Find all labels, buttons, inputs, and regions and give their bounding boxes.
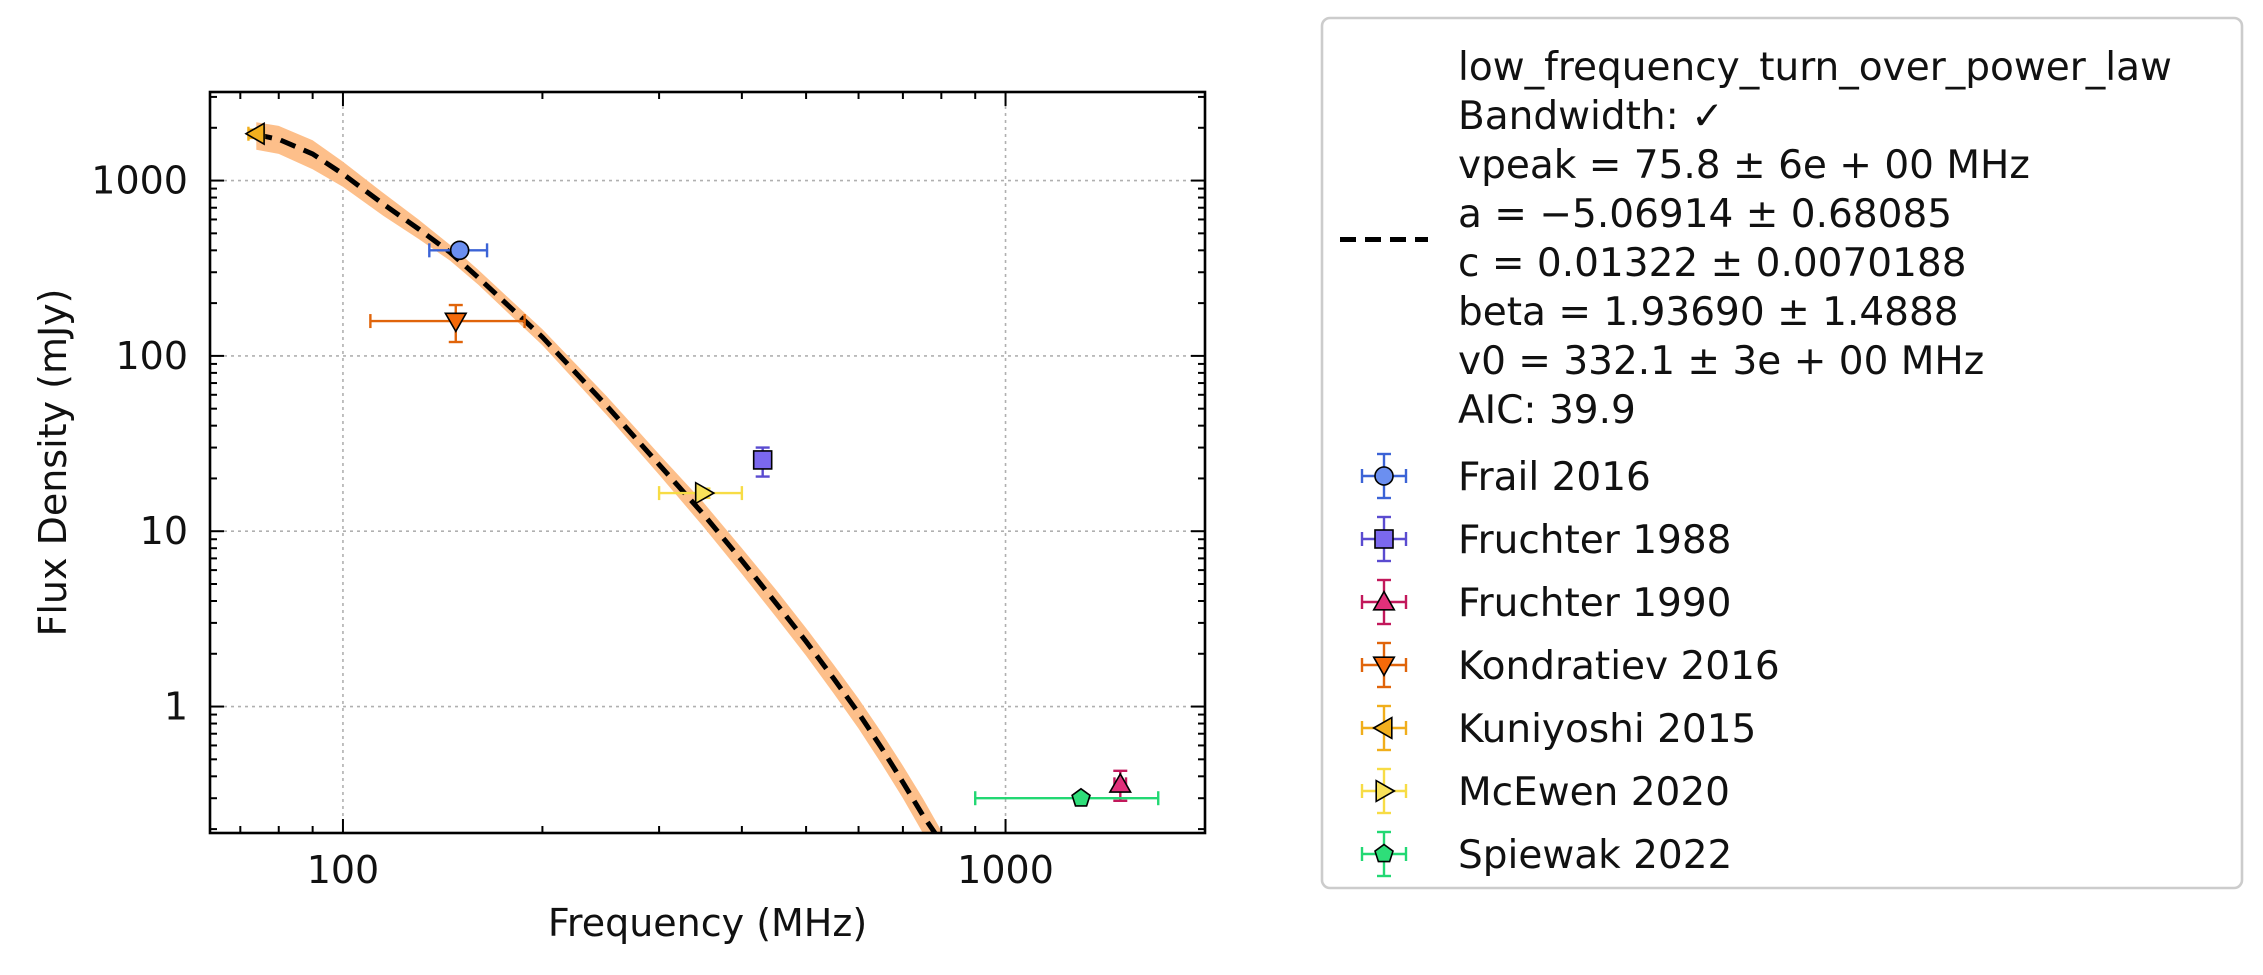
fit-line xyxy=(255,132,938,833)
point-fruchter-1990 xyxy=(1108,772,1132,793)
point-kuniyoshi-2015 xyxy=(244,122,265,146)
legend-label-frail-2016: Frail 2016 xyxy=(1458,455,1651,500)
point-spiewak-2022 xyxy=(1071,787,1091,807)
y-tick-label: 1 xyxy=(164,685,188,729)
legend-marker-mcewen-2020 xyxy=(1375,779,1396,803)
legend-marker-spiewak-2022 xyxy=(1374,843,1394,863)
point-mcewen-2020 xyxy=(694,481,716,505)
fit-line-group xyxy=(255,132,938,833)
legend-label-mcewen-2020: McEwen 2020 xyxy=(1458,770,1730,815)
y-axis-label: Flux Density (mJy) xyxy=(31,289,75,637)
point-kondratiev-2016 xyxy=(444,312,468,334)
point-frail-2016 xyxy=(449,240,470,261)
legend-label-fruchter-1990: Fruchter 1990 xyxy=(1458,581,1731,626)
legend-label-kuniyoshi-2015: Kuniyoshi 2015 xyxy=(1458,707,1756,752)
legend-fit-line-1: Bandwidth: ✓ xyxy=(1458,94,1724,139)
legend-marker-fruchter-1990 xyxy=(1372,589,1396,611)
y-tick-label: 100 xyxy=(115,334,188,378)
plot-frame xyxy=(208,90,1207,835)
legend-label-fruchter-1988: Fruchter 1988 xyxy=(1458,518,1731,563)
legend-fit-line-2: vpeak = 75.8 ± 6e + 00 MHz xyxy=(1458,143,2030,188)
legend-marker-kondratiev-2016 xyxy=(1372,656,1396,678)
legend-marker-fruchter-1988 xyxy=(1374,529,1394,549)
legend-fit-line-4: c = 0.01322 ± 0.0070188 xyxy=(1458,241,1967,286)
data-points xyxy=(244,122,1160,807)
legend-marker-frail-2016 xyxy=(1374,466,1394,486)
legend-fit-line-0: low_frequency_turn_over_power_law xyxy=(1458,45,2172,90)
legend-marker-kuniyoshi-2015 xyxy=(1372,716,1393,740)
legend: low_frequency_turn_over_power_lawBandwid… xyxy=(1320,16,2244,890)
y-tick-label: 1000 xyxy=(91,159,188,203)
legend-fit-line-3: a = −5.06914 ± 0.68085 xyxy=(1458,192,1952,237)
x-axis-label: Frequency (MHz) xyxy=(548,901,867,945)
point-fruchter-1988 xyxy=(752,450,773,470)
legend-fit-line-6: v0 = 332.1 ± 3e + 00 MHz xyxy=(1458,339,1984,384)
legend-label-kondratiev-2016: Kondratiev 2016 xyxy=(1458,644,1780,689)
legend-fit-line-7: AIC: 39.9 xyxy=(1458,388,1636,433)
y-tick-label: 10 xyxy=(140,509,188,553)
legend-fit-line-5: beta = 1.93690 ± 1.4888 xyxy=(1458,290,1959,335)
axis-ticks: 100 1000 1 10 100 1000 xyxy=(91,92,1206,892)
x-tick-label: 100 xyxy=(307,848,380,892)
legend-frame xyxy=(1320,16,2244,890)
legend-label-spiewak-2022: Spiewak 2022 xyxy=(1458,833,1732,878)
x-tick-label: 1000 xyxy=(957,848,1054,892)
